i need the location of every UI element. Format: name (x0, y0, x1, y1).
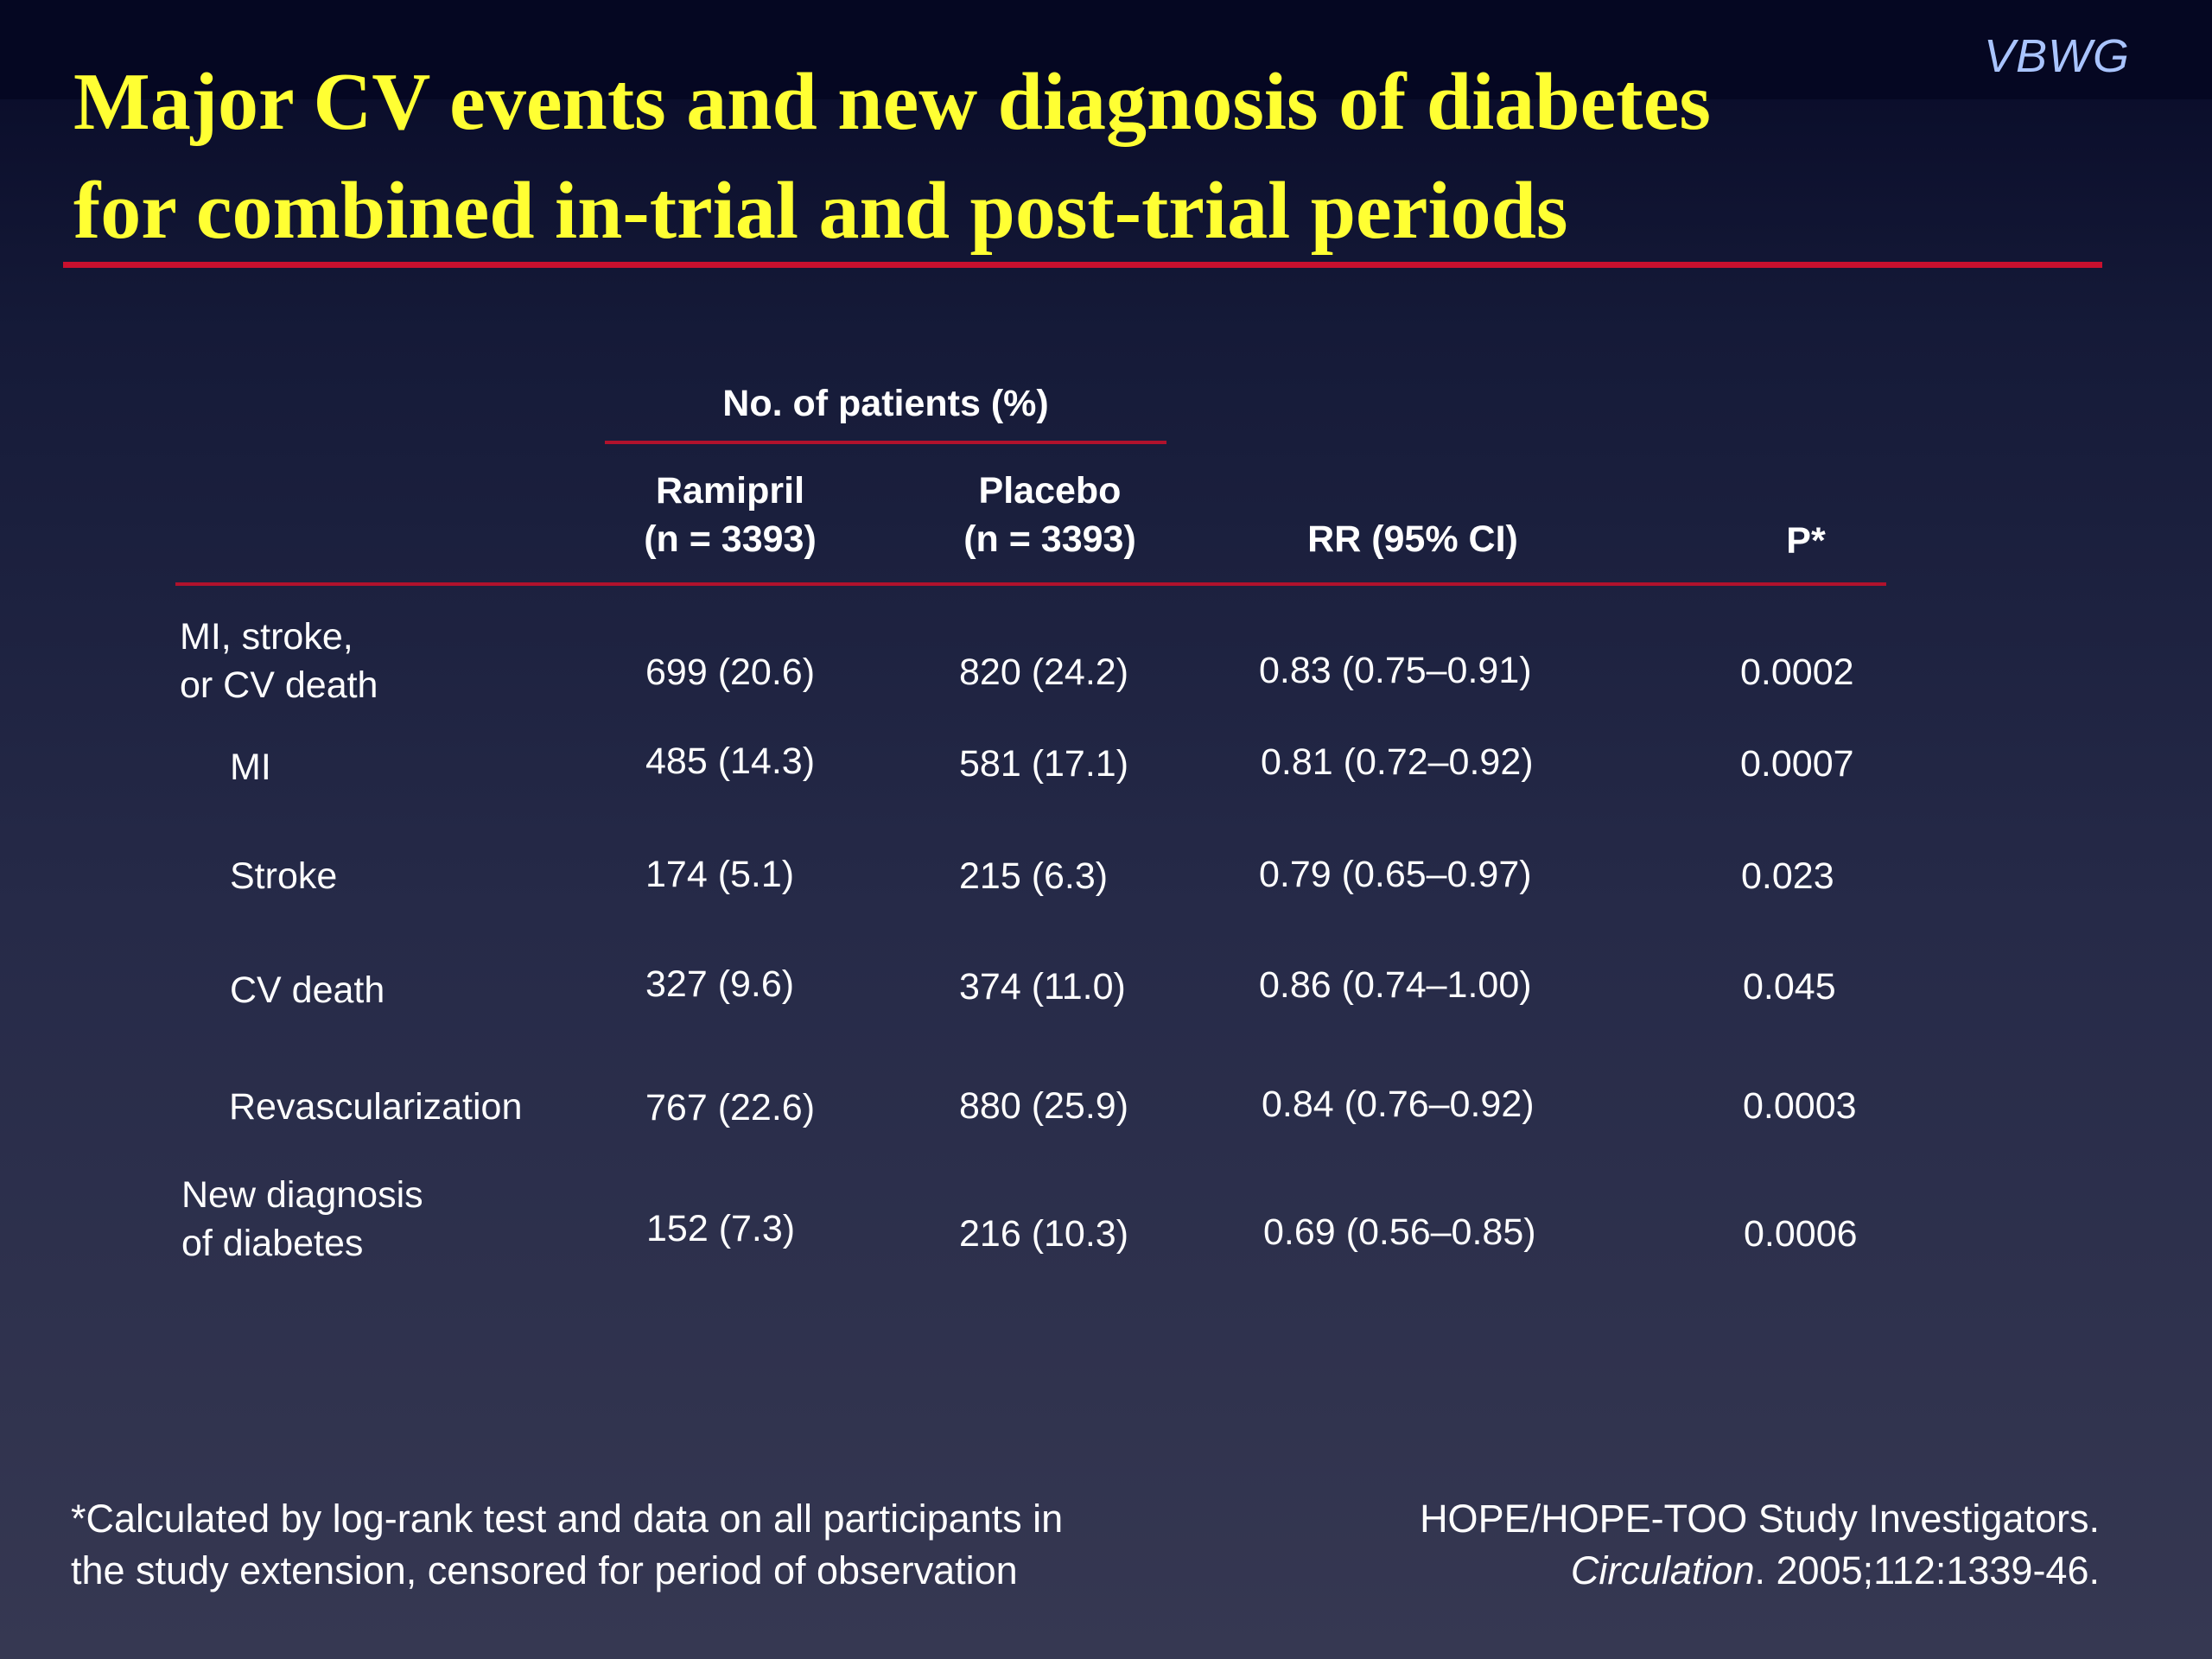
ramipril-cell: 767 (22.6) (645, 1087, 816, 1128)
row-label: Revascularization (229, 1086, 523, 1128)
placebo-header: Placebo (n = 3393) (907, 467, 1192, 563)
placebo-cell: 581 (17.1) (959, 743, 1129, 785)
ramipril-cell: 327 (9.6) (645, 963, 795, 1005)
row-label: CV death (230, 969, 385, 1011)
p-cell: 0.0007 (1740, 743, 1854, 785)
header-rule (175, 582, 1886, 586)
footnote: *Calculated by log-rank test and data on… (71, 1493, 1063, 1597)
ramipril-header-n: (n = 3393) (644, 518, 817, 560)
p-cell: 0.0002 (1740, 652, 1854, 693)
placebo-cell: 374 (11.0) (959, 966, 1126, 1007)
row-label: New diagnosis of diabetes (181, 1171, 423, 1268)
ramipril-cell: 174 (5.1) (645, 854, 795, 895)
row-label-line: MI, stroke, (180, 616, 353, 658)
citation-authors: HOPE/HOPE-TOO Study Investigators. (1420, 1497, 2100, 1541)
top-band (0, 0, 2212, 99)
ramipril-header-name: Ramipril (655, 470, 805, 512)
brand-logo-text: VBWG (1983, 30, 2130, 82)
ramipril-header: Ramipril (n = 3393) (588, 467, 873, 563)
footnote-line: *Calculated by log-rank test and data on… (71, 1497, 1064, 1541)
row-label-line: or CV death (180, 664, 378, 706)
placebo-header-n: (n = 3393) (963, 518, 1136, 560)
placebo-cell: 215 (6.3) (959, 855, 1109, 897)
p-cell: 0.0006 (1744, 1213, 1858, 1255)
p-cell: 0.045 (1743, 966, 1836, 1007)
p-cell: 0.023 (1741, 855, 1834, 897)
placebo-cell: 216 (10.3) (959, 1213, 1129, 1255)
row-label: Stroke (230, 855, 338, 897)
rr-cell: 0.81 (0.72–0.92) (1261, 741, 1534, 783)
citation: HOPE/HOPE-TOO Study Investigators. Circu… (1420, 1493, 2100, 1597)
group-header: No. of patients (%) (722, 383, 1049, 424)
group-header-rule (605, 441, 1166, 444)
footnote-line: the study extension, censored for period… (71, 1548, 1018, 1592)
row-label-line: New diagnosis (181, 1174, 423, 1216)
slide-title: Major CV events and new diagnosis of dia… (73, 48, 2018, 265)
ramipril-cell: 152 (7.3) (646, 1208, 796, 1249)
title-underline (63, 262, 2102, 268)
rr-cell: 0.83 (0.75–0.91) (1259, 650, 1532, 691)
slide-title-line-1: Major CV events and new diagnosis of dia… (73, 57, 1711, 147)
rr-cell: 0.84 (0.76–0.92) (1262, 1084, 1535, 1125)
rr-cell: 0.69 (0.56–0.85) (1263, 1211, 1536, 1253)
row-label: MI, stroke, or CV death (180, 613, 378, 709)
placebo-cell: 820 (24.2) (959, 652, 1129, 693)
p-header: P* (1786, 520, 1826, 562)
p-cell: 0.0003 (1743, 1085, 1857, 1127)
citation-reference: Circulation. 2005;112:1339-46. (1420, 1545, 2100, 1597)
rr-header: RR (95% CI) (1307, 518, 1518, 560)
placebo-header-name: Placebo (978, 470, 1122, 512)
citation-details: . 2005;112:1339-46. (1754, 1548, 2100, 1592)
row-label-line: of diabetes (181, 1223, 364, 1264)
ramipril-cell: 699 (20.6) (645, 652, 816, 693)
ramipril-cell: 485 (14.3) (645, 741, 816, 782)
placebo-cell: 880 (25.9) (959, 1085, 1129, 1127)
slide-title-line-2: for combined in-trial and post-trial per… (73, 166, 1568, 256)
rr-cell: 0.86 (0.74–1.00) (1259, 964, 1532, 1006)
row-label: MI (230, 747, 271, 788)
rr-cell: 0.79 (0.65–0.97) (1259, 854, 1532, 895)
citation-journal: Circulation (1570, 1548, 1755, 1592)
